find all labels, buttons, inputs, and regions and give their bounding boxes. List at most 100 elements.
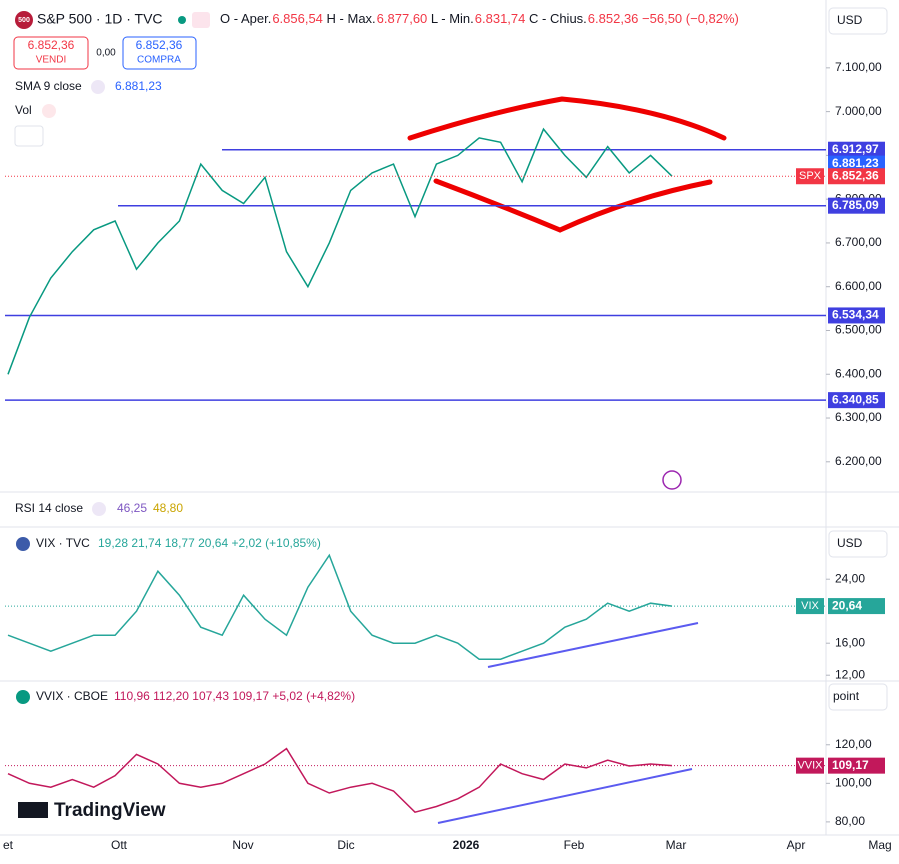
ohlc-label: H - Max. — [327, 11, 376, 26]
level-label-bg — [828, 197, 885, 214]
ohlc-value: 6.877,60 — [377, 11, 428, 26]
flag-icon — [16, 537, 30, 551]
sma-label: 6.881,23 — [832, 156, 879, 170]
y-tick-label: 6.600,00 — [835, 279, 882, 293]
sell-price: 6.852,36 — [28, 38, 75, 52]
drawn-annotation — [433, 178, 713, 233]
vvix-icon — [16, 690, 30, 704]
logo — [15, 11, 33, 29]
y-tick-label: 12,00 — [835, 667, 865, 681]
last-label-bg — [828, 598, 885, 615]
x-tick-label: Mar — [666, 838, 687, 852]
y-tick-label: 7.000,00 — [835, 104, 882, 118]
rsi-value: 46,25 — [117, 501, 147, 515]
last-name: VVIX — [797, 760, 823, 772]
vvix-values: 110,96 112,20 107,43 109,17 +5,02 (+4,82… — [114, 689, 355, 703]
vol-label: Vol — [15, 103, 32, 117]
ohlc-value: 6.831,74 — [475, 11, 526, 26]
logo-text: 500 — [18, 17, 30, 24]
ohlc-value: 6.856,54 — [272, 11, 323, 26]
level-label: 6.340,85 — [832, 392, 879, 406]
ohlc-label: O - Aper. — [220, 11, 271, 26]
status-badge — [192, 12, 210, 28]
lightning-icon[interactable] — [662, 470, 682, 490]
drawn-annotation — [407, 96, 727, 141]
level-label: 6.785,09 — [832, 198, 879, 212]
y-tick-label: 6.700,00 — [835, 235, 882, 249]
ohlc-label: C - Chius. — [529, 11, 587, 26]
x-tick-label: Apr — [787, 838, 806, 852]
sell-button[interactable] — [13, 36, 89, 70]
sma-icon — [91, 80, 105, 94]
last-name: VIX — [801, 600, 819, 612]
level-label: 6.534,34 — [832, 308, 879, 322]
y-tick-label: 6.500,00 — [835, 323, 882, 337]
symbol[interactable]: S&P 500 · 1D · TVC — [37, 11, 163, 27]
y-tick-label: 6.200,00 — [835, 454, 882, 468]
sell-label: VENDI — [36, 55, 67, 66]
collapse-button[interactable] — [14, 125, 44, 147]
x-tick-label: Ott — [111, 838, 128, 852]
ohlc-change: −56,50 (−0,82%) — [642, 11, 739, 26]
sma-value: 6.881,23 — [115, 79, 162, 93]
last-label-bg — [828, 168, 885, 185]
ohlc-label: L - Min. — [431, 11, 474, 26]
price-line — [7, 553, 673, 660]
vvix-title: VVIX · CBOE — [36, 689, 108, 703]
x-tick-label: Mag — [868, 838, 891, 852]
last-name-bg — [796, 757, 824, 774]
y-tick-label: 6.300,00 — [835, 410, 882, 424]
rsi-icon — [92, 502, 106, 516]
x-tick-label: Dic — [337, 838, 354, 852]
spread: 0,00 — [96, 48, 116, 59]
ohlc-value: 6.852,36 — [588, 11, 639, 26]
last-label: 6.852,36 — [832, 168, 879, 182]
x-tick-label: 2026 — [453, 838, 480, 852]
currency-button[interactable] — [828, 7, 888, 35]
rsi-value: 48,80 — [153, 501, 183, 515]
buy-price: 6.852,36 — [136, 38, 183, 52]
sma-label: SMA 9 close — [15, 79, 82, 93]
last-name-bg — [796, 598, 824, 615]
sma-label-bg — [828, 155, 885, 172]
y-tick-label: 6.400,00 — [835, 366, 882, 380]
vix-title: VIX · TVC — [36, 536, 90, 550]
price-line — [7, 747, 673, 814]
vix-values: 19,28 21,74 18,77 20,64 +2,02 (+10,85%) — [98, 536, 321, 550]
scale-button[interactable] — [828, 683, 888, 711]
status-dot — [178, 16, 186, 24]
y-tick-label: 7.100,00 — [835, 60, 882, 74]
price-line — [7, 127, 673, 375]
vix-scale: USD — [837, 536, 863, 550]
ohlc: O - Aper.6.856,54 H - Max.6.877,60 L - M… — [220, 11, 739, 26]
x-tick-label: Feb — [564, 838, 585, 852]
x-tick-label: Nov — [232, 838, 253, 852]
brand-logo — [18, 802, 48, 818]
buy-label: COMPRA — [137, 55, 181, 66]
last-label: 109,17 — [832, 758, 869, 772]
level-label: 6.912,97 — [832, 142, 879, 156]
last-label-bg — [828, 757, 885, 774]
vol-warning — [42, 104, 56, 118]
level-label-bg — [828, 307, 885, 324]
currency: USD — [837, 13, 863, 27]
y-tick-label: 24,00 — [835, 571, 865, 585]
trend-line — [487, 622, 699, 668]
y-tick-label: 80,00 — [835, 814, 865, 828]
rsi-label: RSI 14 close — [15, 501, 83, 515]
level-label-bg — [828, 141, 885, 158]
x-tick-label: et — [3, 838, 14, 852]
last-label: 20,64 — [832, 598, 862, 612]
trend-line — [437, 768, 693, 824]
scale-button[interactable] — [828, 530, 888, 558]
y-tick-label: 120,00 — [835, 737, 872, 751]
buy-button[interactable] — [122, 36, 197, 70]
y-tick-label: 100,00 — [835, 776, 872, 790]
level-label-bg — [828, 392, 885, 409]
vvix-scale: point — [833, 689, 860, 703]
last-name: SPX — [799, 170, 822, 182]
last-name-bg — [796, 168, 824, 185]
branding: TradingView — [54, 800, 166, 821]
